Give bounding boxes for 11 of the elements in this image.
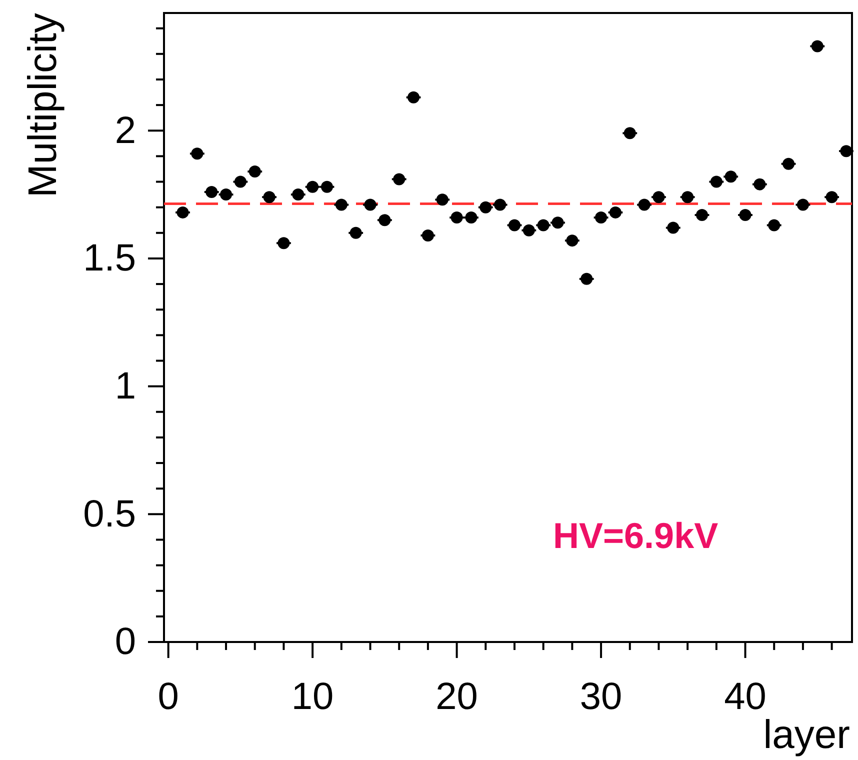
y-tick-label: 1 — [114, 365, 136, 408]
x-tick-label: 30 — [580, 676, 622, 718]
y-tick-label: 0.5 — [83, 493, 136, 536]
annotation: HV=6.9kV — [553, 515, 718, 556]
y-axis-title: Multiplicity — [21, 13, 65, 198]
y-tick-label: 0 — [114, 621, 136, 664]
y-tick-label: 2 — [114, 110, 136, 152]
x-tick-label: 20 — [436, 676, 478, 718]
y-tick-label: 1.5 — [83, 238, 136, 280]
x-tick-label: 0 — [158, 676, 179, 718]
x-tick-label: 10 — [291, 676, 334, 718]
